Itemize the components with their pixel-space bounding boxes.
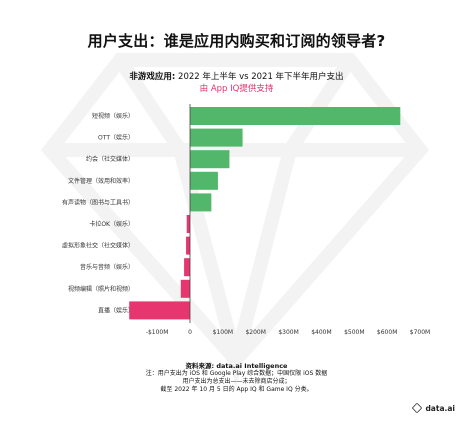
tick-label-1: 0 — [188, 329, 192, 336]
bar-1 — [190, 128, 243, 147]
powered-by-label: 由 App IQ提供支持 — [199, 84, 274, 94]
note-line-2: 用户支出为总支出——未去除商店分成； — [182, 378, 291, 385]
category-label-2: 约会（社交媒体） — [86, 155, 134, 163]
category-label-1: OTT（娱乐） — [98, 134, 134, 142]
tick-label-7: $600M — [377, 329, 397, 336]
bar-5 — [186, 215, 190, 233]
tick-label-5: $400M — [311, 329, 331, 336]
diamond-logo-icon — [412, 402, 423, 414]
subtitle-rest: 2022 年上半年 vs 2021 年下半年用户支出 — [175, 72, 344, 82]
tick-label-0: -$100M — [146, 329, 169, 336]
bar-6 — [186, 236, 190, 255]
page-title: 用户支出：谁是应用内购买和订阅的领导者? — [87, 32, 386, 50]
tick-label-6: $500M — [344, 329, 364, 336]
bar-9 — [129, 301, 190, 320]
category-label-9: 直播（娱乐） — [98, 306, 134, 314]
source-line: 资料来源: data.ai Intelligence — [185, 362, 288, 370]
tick-labels: -$100M 0 $100M $200M $300M $400M $500M $600M $70… — [146, 329, 430, 336]
brand-logo-text: data.ai — [425, 403, 455, 413]
note-line-3: 截至 2022 年 10 月 5 日的 App IQ 和 Game IQ 分类。 — [160, 386, 313, 393]
note-line-1: 注：用户支出为 iOS 和 Google Play 综合数据；中国仅限 iOS … — [145, 370, 328, 377]
bar-7 — [184, 258, 190, 277]
bar-2 — [190, 150, 230, 169]
footer-notes: 资料来源: data.ai Intelligence 注：用户支出为 iOS 和… — [0, 362, 473, 394]
bar-3 — [190, 171, 218, 190]
tick-label-3: $200M — [245, 329, 265, 336]
category-label-0: 短视频（娱乐） — [92, 112, 134, 120]
category-label-7: 音乐与音频（娱乐） — [80, 263, 134, 271]
category-labels: 短视频（娱乐） OTT（娱乐） 约会（社交媒体） 文件管理（效用和效率） 有声读物（图书… — [62, 112, 134, 314]
category-label-3: 文件管理（效用和效率） — [68, 177, 134, 185]
bar-0 — [190, 107, 401, 125]
bar-8 — [180, 279, 190, 298]
chart-subtitle: 非游戏应用: 2022 年上半年 vs 2021 年下半年用户支出 — [0, 70, 473, 82]
tick-label-2: $100M — [213, 329, 233, 336]
subtitle-bold: 非游戏应用: — [129, 72, 176, 82]
category-label-6: 虚拟形象社交（社交媒体） — [62, 242, 134, 250]
category-label-4: 有声读物（图书与工具书） — [62, 198, 134, 206]
tick-label-8: $700M — [410, 329, 430, 336]
category-label-5: 卡拉OK（娱乐） — [89, 220, 134, 228]
brand-logo: data.ai — [412, 402, 455, 414]
tick-label-4: $300M — [278, 329, 298, 336]
category-label-8: 视频编辑（照片和视频） — [68, 285, 134, 293]
bar-4 — [190, 193, 212, 212]
bars — [129, 107, 401, 320]
